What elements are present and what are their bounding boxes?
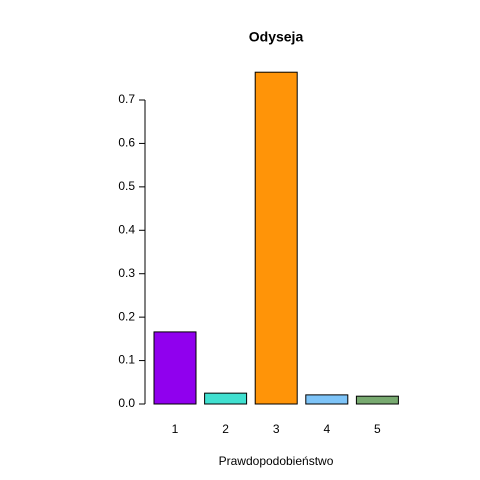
y-tick-label: 0.2 [118, 309, 135, 323]
x-axis-label: Prawdopodobieństwo [219, 454, 334, 468]
y-tick-label: 0.3 [118, 266, 135, 280]
x-tick-label: 5 [374, 422, 381, 436]
bar [153, 331, 197, 405]
y-tick-label: 0.6 [118, 136, 135, 150]
bar [355, 395, 399, 405]
x-tick-label: 1 [172, 422, 179, 436]
x-tick-label: 4 [323, 422, 330, 436]
bar [204, 392, 248, 405]
y-tick-label: 0.0 [118, 396, 135, 410]
y-tick-label: 0.4 [118, 222, 135, 236]
bar [254, 71, 298, 405]
y-tick-label: 0.7 [118, 92, 135, 106]
y-tick-label: 0.1 [118, 353, 135, 367]
x-tick-label: 2 [222, 422, 229, 436]
chart-title: Odyseja [249, 29, 304, 45]
y-tick-label: 0.5 [118, 179, 135, 193]
bar [305, 394, 349, 405]
x-tick-label: 3 [273, 422, 280, 436]
